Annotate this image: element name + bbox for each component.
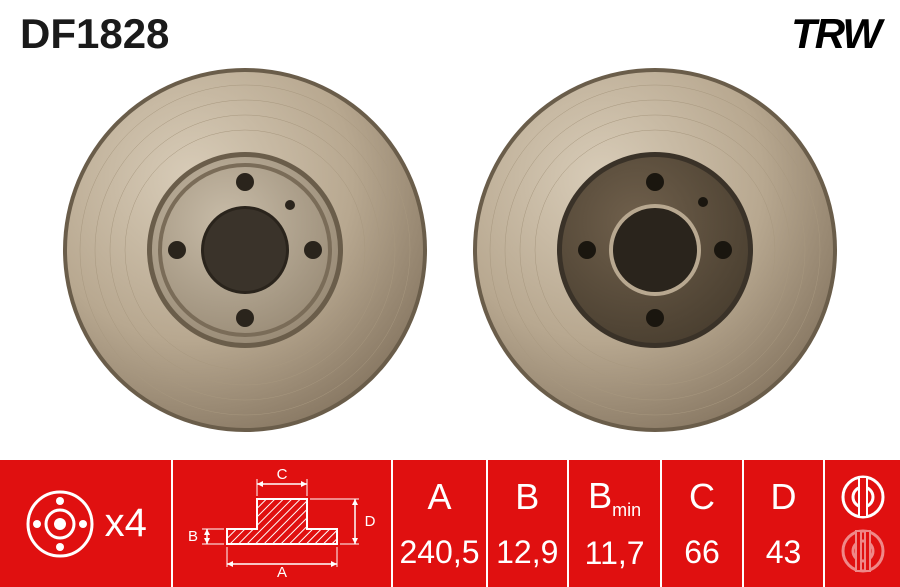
spec-cell-disc-type	[823, 460, 900, 587]
dim-c-label: C	[689, 476, 715, 518]
svg-text:C: C	[277, 469, 288, 483]
dim-a-value: 240,5	[399, 534, 479, 571]
spec-cell-dim-bmin: Bmin 11,7	[567, 460, 660, 587]
spec-cell-dim-d: D 43	[742, 460, 824, 587]
dim-b-label: B	[515, 476, 539, 518]
brake-disc-front-image	[55, 60, 435, 440]
dim-bmin-label: Bmin	[588, 475, 641, 521]
svg-text:A: A	[277, 564, 287, 579]
spec-cell-dim-b: B 12,9	[486, 460, 568, 587]
svg-text:B: B	[188, 528, 198, 545]
dim-c-value: 66	[684, 534, 720, 571]
spec-bar: x4 A B	[0, 460, 900, 587]
spec-cell-dim-c: C 66	[660, 460, 742, 587]
dimension-diagram-icon: A B C D	[177, 469, 387, 579]
spec-cell-diagram: A B C D	[171, 460, 391, 587]
vented-disc-icon	[840, 528, 886, 574]
bolt-pattern-icon	[25, 489, 95, 559]
dim-a-label: A	[427, 476, 451, 518]
product-images	[0, 40, 900, 460]
dim-d-label: D	[771, 476, 797, 518]
dim-bmin-value: 11,7	[585, 535, 645, 572]
spec-cell-dim-a: A 240,5	[391, 460, 485, 587]
brake-disc-rear-image	[465, 60, 845, 440]
svg-text:D: D	[365, 513, 376, 530]
dim-d-value: 43	[766, 534, 802, 571]
dim-b-value: 12,9	[496, 534, 558, 571]
bolt-count-label: x4	[105, 501, 147, 546]
solid-disc-icon	[840, 474, 886, 520]
spec-cell-bolts: x4	[0, 460, 171, 587]
